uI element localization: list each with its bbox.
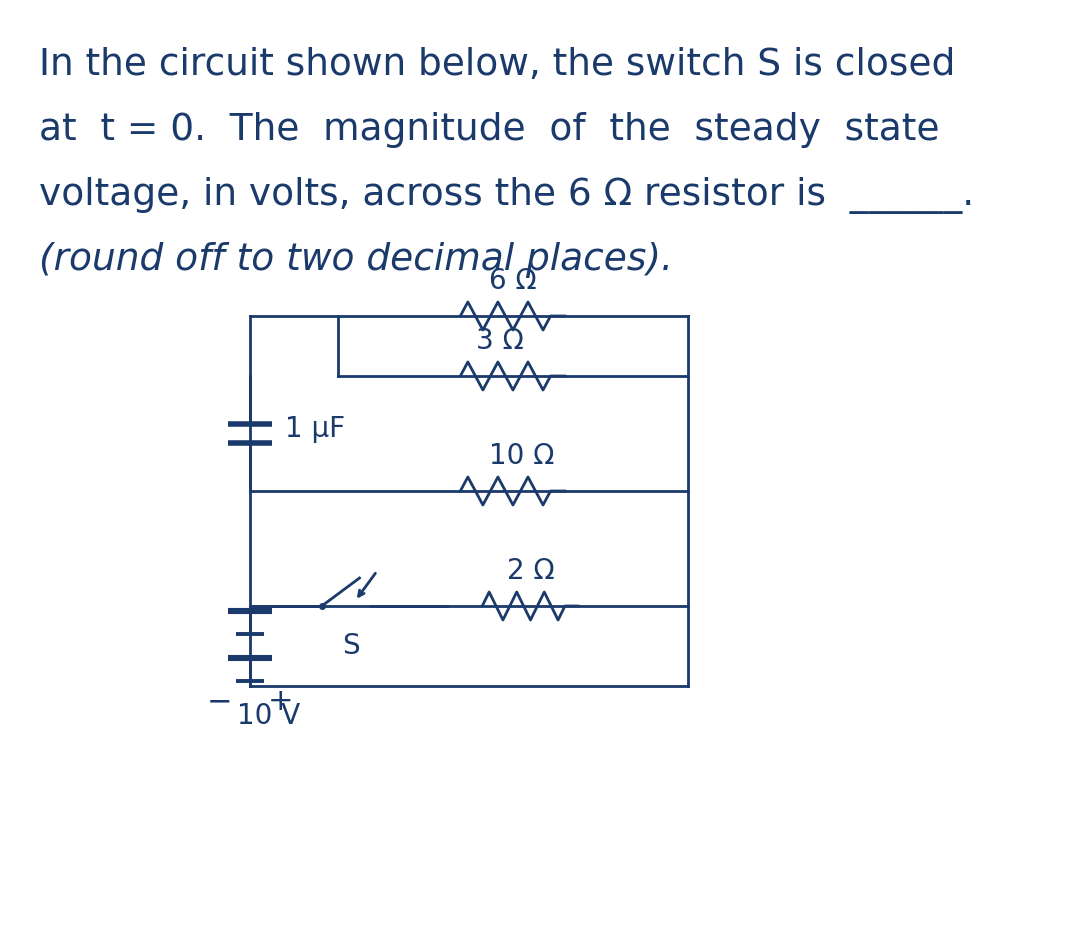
- Text: 3 Ω: 3 Ω: [476, 327, 524, 355]
- Text: 6 Ω: 6 Ω: [489, 267, 537, 295]
- Text: +: +: [268, 686, 294, 715]
- Text: In the circuit shown below, the switch S is closed: In the circuit shown below, the switch S…: [40, 47, 956, 83]
- Text: (round off to two decimal places).: (round off to two decimal places).: [40, 241, 673, 278]
- Text: voltage, in volts, across the 6 Ω resistor is  ______.: voltage, in volts, across the 6 Ω resist…: [40, 177, 974, 213]
- Text: S: S: [342, 631, 360, 659]
- Text: 2 Ω: 2 Ω: [507, 556, 554, 584]
- Text: 10 Ω: 10 Ω: [489, 442, 554, 470]
- Text: 10 V: 10 V: [237, 701, 300, 729]
- Text: −: −: [206, 686, 232, 715]
- Text: 1 μF: 1 μF: [285, 415, 346, 443]
- Text: at  t = 0.  The  magnitude  of  the  steady  state: at t = 0. The magnitude of the steady st…: [40, 112, 940, 148]
